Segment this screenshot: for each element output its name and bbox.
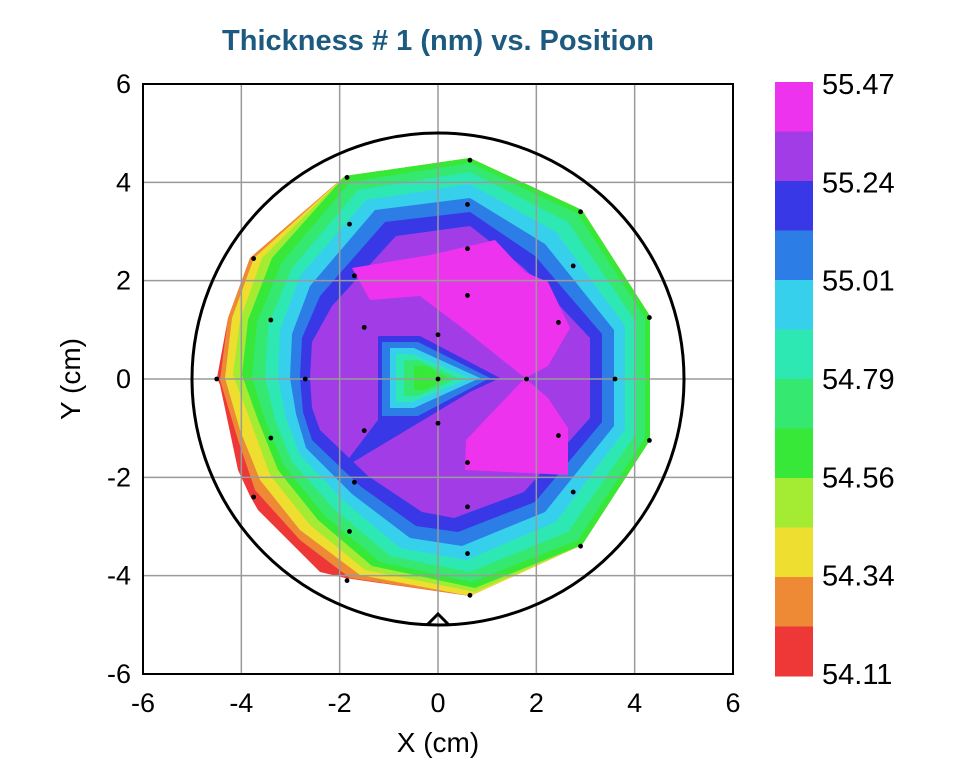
y-tick-label: -6 <box>107 659 131 689</box>
measurement-point <box>556 433 561 438</box>
measurement-point <box>268 317 274 323</box>
measurement-point <box>465 246 470 252</box>
measurement-point <box>570 489 576 495</box>
measurement-point <box>214 376 220 382</box>
colorbar-swatch <box>775 428 813 479</box>
y-tick-label: -2 <box>107 462 131 492</box>
colorbar-label: 55.01 <box>822 266 895 298</box>
measurement-point <box>465 551 470 556</box>
y-axis-ticks: -6 -4 -2 0 2 4 6 <box>107 69 131 689</box>
measurement-point <box>352 479 357 485</box>
x-tick-label: -2 <box>328 688 352 718</box>
x-tick-label: 4 <box>627 688 642 718</box>
x-axis-label: X (cm) <box>397 727 479 758</box>
measurement-point <box>251 494 257 500</box>
colorbar-label: 54.79 <box>822 364 895 396</box>
measurement-point <box>361 324 367 330</box>
contour-high-peak-north <box>352 240 570 378</box>
x-tick-label: 0 <box>430 688 445 718</box>
colorbar-swatch <box>775 626 813 677</box>
measurement-point <box>570 263 576 269</box>
measurement-point <box>347 529 352 534</box>
colorbar-swatch <box>775 577 813 627</box>
wafer-notch-icon <box>425 611 451 627</box>
measurement-point <box>578 543 583 549</box>
colorbar-swatch <box>775 478 813 528</box>
measurement-point <box>612 376 618 382</box>
x-axis-ticks: -6 -4 -2 0 2 4 6 <box>131 688 741 718</box>
y-tick-label: 4 <box>116 167 131 197</box>
measurement-point <box>268 435 274 441</box>
colorbar-label: 54.56 <box>822 462 895 494</box>
measurement-point <box>352 273 357 279</box>
x-tick-label: 2 <box>529 688 544 718</box>
measurement-point <box>465 460 470 465</box>
measurement-point <box>361 428 367 434</box>
measurement-point <box>647 438 652 443</box>
measurement-point <box>647 315 652 320</box>
measurement-point <box>435 332 441 338</box>
colorbar-label: 55.24 <box>822 167 895 199</box>
contour-high-peak-south <box>465 378 568 475</box>
measurement-point <box>344 175 350 180</box>
colorbar-swatch <box>775 131 813 182</box>
measurement-points <box>214 157 652 598</box>
measurement-point <box>302 376 308 382</box>
x-tick-label: -4 <box>229 688 253 718</box>
measurement-point <box>556 320 561 325</box>
y-tick-label: 2 <box>116 266 131 296</box>
y-tick-label: 0 <box>116 364 131 394</box>
y-axis-label: Y (cm) <box>55 338 86 420</box>
plot-frame <box>142 83 734 675</box>
colorbar-swatch <box>775 379 813 429</box>
measurement-point <box>465 504 470 510</box>
measurement-point <box>347 221 352 227</box>
measurement-point <box>465 202 470 207</box>
measurement-point <box>467 592 473 598</box>
measurement-point <box>251 256 257 261</box>
colorbar: 55.47 55.24 55.01 54.79 54.56 54.34 54.11 <box>775 69 895 691</box>
contour-dip-green <box>414 366 448 390</box>
colorbar-swatch <box>775 230 813 281</box>
wafer-outline <box>190 131 686 627</box>
measurement-point <box>435 376 441 382</box>
measurement-point <box>344 578 350 583</box>
measurement-point <box>435 420 441 426</box>
colorbar-swatch <box>775 329 813 380</box>
measurement-point <box>465 293 470 298</box>
colorbar-swatch <box>775 82 813 132</box>
chart-title: Thickness # 1 (nm) vs. Position <box>222 25 654 57</box>
measurement-point <box>467 157 473 163</box>
colorbar-label: 54.11 <box>822 659 892 691</box>
colorbar-label: 54.34 <box>822 561 895 593</box>
measurement-point <box>578 209 583 215</box>
x-tick-label: -6 <box>131 688 155 718</box>
colorbar-swatch <box>775 280 813 330</box>
colorbar-swatch <box>775 181 813 231</box>
measurement-point <box>524 376 529 382</box>
y-tick-label: 6 <box>116 69 131 99</box>
x-tick-label: 6 <box>725 688 740 718</box>
colorbar-swatch <box>775 527 813 578</box>
y-tick-label: -4 <box>107 561 131 591</box>
colorbar-label: 55.47 <box>822 69 895 101</box>
